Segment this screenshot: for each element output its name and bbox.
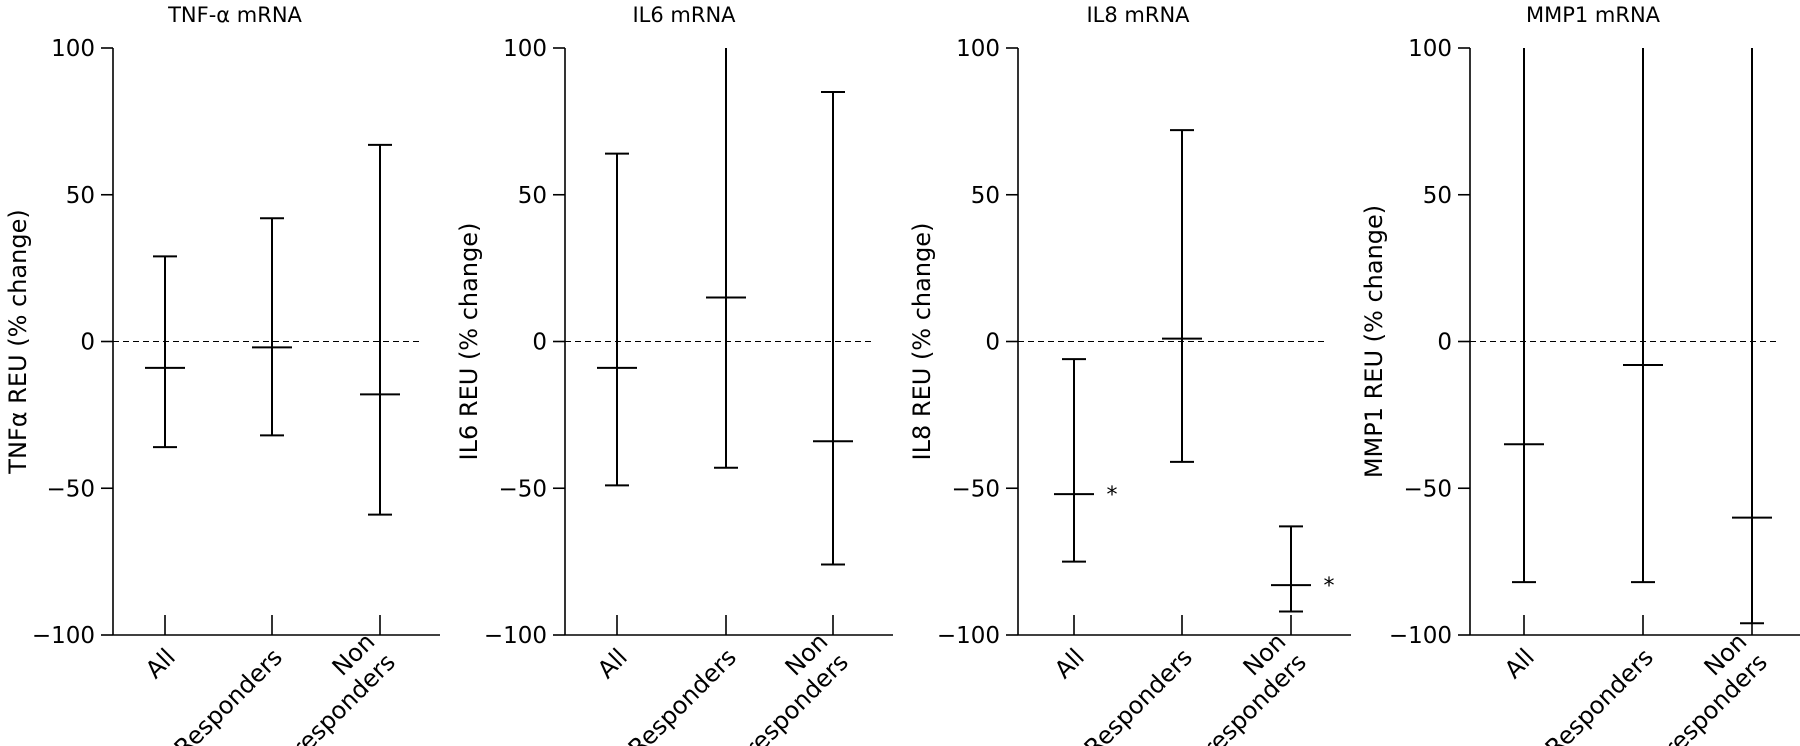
y-tick-label: −100	[937, 623, 1000, 649]
y-tick-label: −50	[46, 476, 95, 502]
chart-title: MMP1 mRNA	[1526, 3, 1661, 27]
y-tick-label: 50	[518, 183, 547, 209]
error-bar-2	[1162, 129, 1202, 463]
y-tick-label: 0	[80, 330, 95, 356]
error-bar-1	[1504, 48, 1544, 584]
x-tick-label: All	[1049, 643, 1090, 684]
y-tick-label: −100	[1389, 623, 1452, 649]
x-tick-label: Responders	[1079, 643, 1198, 746]
error-bar-2	[1623, 48, 1663, 584]
y-axis-label: TNFα REU (% change)	[4, 209, 32, 474]
y-axis-label: IL6 REU (% change)	[455, 223, 483, 461]
y-tick-label: −50	[951, 476, 1000, 502]
chart-panel-2: IL6 mRNA 100 50 0 −50 −100 IL6 REU (% change) A…	[455, 3, 893, 746]
y-axis-label: MMP1 REU (% change)	[1360, 205, 1388, 478]
chart-panel-3: IL8 mRNA 100 50 0 −50 −100 IL8 REU (% change) A…	[908, 3, 1351, 746]
error-bar-3: *	[1271, 525, 1335, 613]
y-tick-label: −100	[32, 623, 95, 649]
chart-title: IL8 mRNA	[1086, 3, 1190, 27]
y-axis-label: IL8 REU (% change)	[908, 223, 936, 461]
y-tick-label: 100	[1408, 36, 1452, 62]
error-bar-1	[597, 152, 637, 487]
chart-panel-4: MMP1 mRNA 100 50 0 −50 −100 MMP1 REU (% change…	[1360, 3, 1800, 746]
error-bar-3	[360, 143, 400, 516]
x-tick-label: Nonresponders	[719, 628, 854, 746]
error-bar-1: *	[1054, 358, 1118, 563]
chart-title: IL6 mRNA	[632, 3, 736, 27]
significance-marker: *	[1324, 574, 1335, 599]
x-tick-label: Responders	[623, 643, 742, 746]
y-tick-label: 100	[51, 36, 95, 62]
chart-title: TNF-α mRNA	[167, 3, 302, 27]
y-tick-label: 50	[1423, 183, 1452, 209]
x-tick-label: Nonresponders	[266, 628, 401, 746]
y-tick-label: 100	[956, 36, 1000, 62]
x-tick-label: All	[592, 643, 633, 684]
significance-marker: *	[1107, 483, 1118, 508]
y-tick-label: 50	[971, 183, 1000, 209]
x-tick-label: Nonresponders	[1638, 628, 1773, 746]
y-tick-label: 0	[985, 330, 1000, 356]
y-tick-label: 50	[66, 183, 95, 209]
chart-panel-1: TNF-α mRNA 100 50 0 −50 −100 TNFα REU (% chang…	[4, 3, 440, 746]
error-bar-3	[813, 91, 853, 566]
x-tick-label: Responders	[169, 643, 288, 746]
y-tick-label: 100	[503, 36, 547, 62]
y-tick-label: −100	[484, 623, 547, 649]
y-tick-label: −50	[1403, 476, 1452, 502]
x-tick-label: Nonresponders	[1177, 628, 1312, 746]
y-tick-label: −50	[498, 476, 547, 502]
x-tick-label: Responders	[1540, 643, 1659, 746]
y-tick-label: 0	[1437, 330, 1452, 356]
x-tick-label: All	[1499, 643, 1540, 684]
x-tick-label: All	[140, 643, 181, 684]
error-bar-2	[252, 217, 292, 437]
error-bar-3	[1732, 48, 1772, 625]
error-bar-1	[145, 255, 185, 449]
error-bar-2	[706, 48, 746, 469]
y-tick-label: 0	[532, 330, 547, 356]
